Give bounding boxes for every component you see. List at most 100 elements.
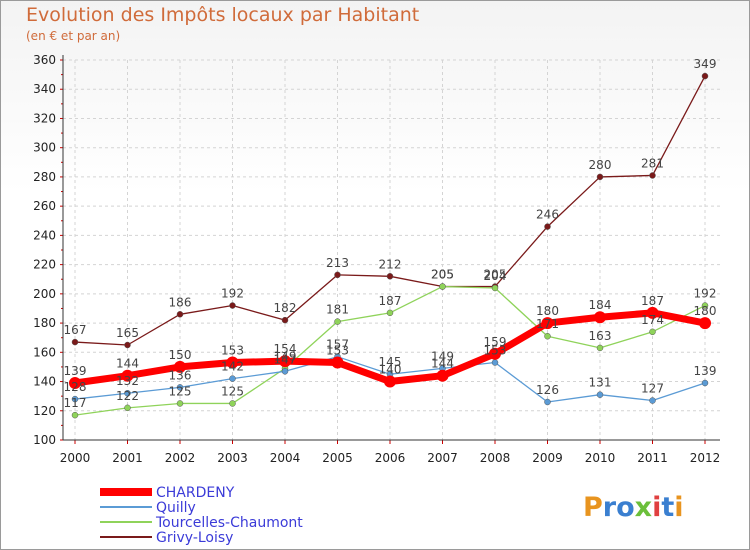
y-tick-label: 100 <box>33 433 56 447</box>
data-point <box>439 283 446 290</box>
x-tick-label: 2009 <box>532 451 563 465</box>
data-point <box>124 341 131 349</box>
data-point <box>544 223 551 230</box>
data-point <box>229 302 236 309</box>
data-label: 139 <box>694 364 717 378</box>
data-point <box>436 369 449 382</box>
data-point <box>176 311 184 318</box>
data-point <box>596 344 604 352</box>
data-point <box>176 384 184 391</box>
data-label: 125 <box>169 384 192 398</box>
data-label: 159 <box>484 335 507 349</box>
data-point <box>174 360 186 373</box>
data-point <box>71 411 79 419</box>
data-point <box>279 355 291 368</box>
x-tick-label: 2008 <box>480 451 511 465</box>
data-label: 139 <box>64 364 87 378</box>
data-label: 128 <box>64 380 87 394</box>
data-point <box>334 318 341 325</box>
data-label: 187 <box>379 294 402 308</box>
data-label: 180 <box>694 304 717 318</box>
data-point <box>124 389 131 397</box>
legend: CHARDENYQuillyTourcelles-ChaumontGrivy-L… <box>100 485 303 546</box>
data-label: 144 <box>431 357 454 371</box>
x-tick-label: 2002 <box>165 451 196 465</box>
y-tick-label: 240 <box>33 228 56 242</box>
x-tick-label: 2003 <box>217 451 248 465</box>
data-label: 127 <box>641 382 664 396</box>
data-label: 150 <box>169 348 192 362</box>
data-point <box>229 375 236 382</box>
data-label: 165 <box>116 326 139 340</box>
data-label: 136 <box>169 368 192 382</box>
data-label: 153 <box>484 344 507 358</box>
data-point <box>701 302 709 309</box>
data-label: 142 <box>221 360 244 374</box>
data-label: 280 <box>589 158 612 172</box>
data-label: 192 <box>694 287 717 301</box>
data-point <box>594 311 606 324</box>
data-label: 122 <box>116 389 139 403</box>
data-point <box>544 398 551 406</box>
x-tick-label: 2006 <box>375 451 406 465</box>
y-tick-label: 200 <box>33 287 56 301</box>
data-label: 212 <box>379 257 402 271</box>
data-label: 167 <box>64 323 87 337</box>
x-tick-label: 2004 <box>270 451 301 465</box>
series-layer <box>69 72 711 419</box>
data-label: 213 <box>326 256 349 270</box>
data-point <box>124 404 131 412</box>
x-tick-label: 2011 <box>637 451 668 465</box>
data-point <box>701 72 709 80</box>
data-label: 144 <box>116 357 139 371</box>
data-point <box>701 379 709 387</box>
data-point <box>229 400 236 407</box>
data-point <box>384 375 396 388</box>
data-point <box>596 173 604 181</box>
x-tick-label: 2010 <box>585 451 616 465</box>
data-label: 205 <box>484 268 507 282</box>
data-point <box>544 332 551 340</box>
data-point <box>69 377 81 389</box>
data-label: 149 <box>431 349 454 363</box>
data-point <box>596 391 604 398</box>
proxiti-logo-text: Proxiti <box>583 492 684 523</box>
data-label: 349 <box>694 57 717 71</box>
data-label: 246 <box>536 208 559 222</box>
chart-subtitle: (en € et par an) <box>26 29 121 43</box>
y-tick-label: 160 <box>33 345 56 359</box>
data-label: 180 <box>536 304 559 318</box>
data-label: 186 <box>169 295 192 309</box>
data-point <box>646 306 659 319</box>
y-tick-label: 360 <box>33 53 56 67</box>
data-label: 153 <box>221 344 244 358</box>
data-point <box>541 317 554 330</box>
data-point <box>386 273 394 280</box>
data-label: 154 <box>274 342 297 356</box>
data-label: 181 <box>326 303 349 317</box>
y-tick-label: 220 <box>33 258 56 272</box>
data-label: 117 <box>64 396 87 410</box>
data-label: 205 <box>431 268 454 282</box>
data-label: 204 <box>484 269 507 283</box>
data-point <box>176 400 184 407</box>
data-label: 132 <box>116 374 139 388</box>
data-label: 149 <box>274 349 297 363</box>
data-label: 192 <box>221 287 244 301</box>
data-label: 145 <box>379 355 402 369</box>
legend-label: Tourcelles-Chaumont <box>155 515 303 531</box>
data-label: 125 <box>221 384 244 398</box>
data-label: 187 <box>641 294 664 308</box>
data-point <box>699 317 711 330</box>
y-tick-label: 140 <box>33 375 56 389</box>
data-point <box>334 271 341 279</box>
data-point <box>649 328 656 336</box>
data-label: 157 <box>326 338 349 352</box>
legend-label: Grivy-Loisy <box>156 530 233 546</box>
x-tick-label: 2005 <box>322 451 353 465</box>
data-label: 205 <box>431 268 454 282</box>
data-point <box>281 368 289 375</box>
x-tick-label: 2007 <box>427 451 458 465</box>
